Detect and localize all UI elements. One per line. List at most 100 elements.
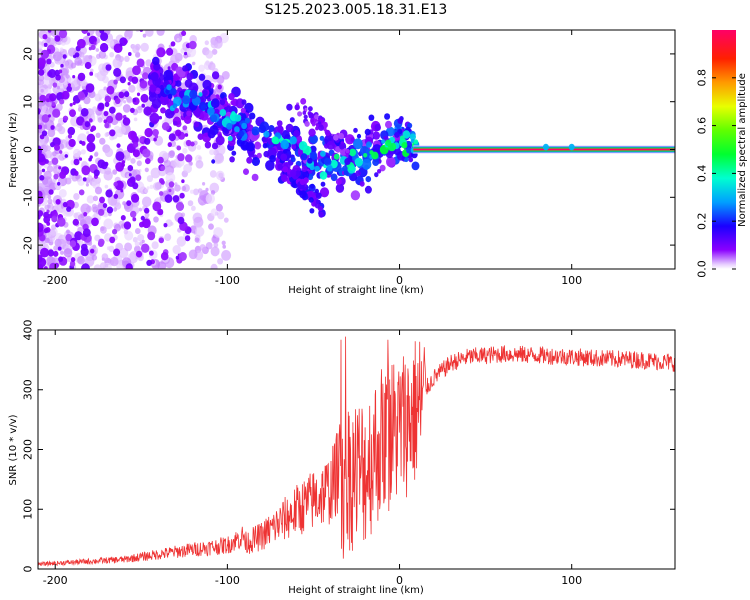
spectrogram-cell <box>290 169 297 177</box>
spectrogram-cell <box>135 174 142 181</box>
spectrogram-cell <box>399 135 405 141</box>
spectrogram-cell <box>78 104 82 108</box>
spectrogram-cell <box>339 143 345 150</box>
spectrogram-cell <box>38 210 44 217</box>
spectrogram-cell <box>364 128 371 136</box>
spectrogram-cell <box>209 170 217 178</box>
spectrogram-cell <box>109 52 115 58</box>
spectrogram-cell <box>128 173 132 177</box>
spectrogram-cell <box>183 163 193 174</box>
spectrogram-cell <box>144 188 149 194</box>
spectrogram-cell <box>77 255 85 265</box>
spectrogram-cell <box>304 107 308 112</box>
spectrogram-cell <box>51 215 58 223</box>
spectrogram-cell <box>61 67 70 76</box>
spectrogram-cell <box>123 39 128 44</box>
spectrogram-cell <box>98 238 105 246</box>
spectrogram-cell <box>100 32 109 41</box>
spectrogram-cell <box>79 140 83 144</box>
spectrogram-cell <box>177 153 185 162</box>
spectrogram-cell <box>38 75 45 82</box>
spectrogram-cell <box>51 224 57 230</box>
spectrogram-cell <box>152 129 159 137</box>
spectrogram-cell <box>125 154 131 161</box>
spectrogram-cell <box>244 117 250 124</box>
spectrogram-cell <box>364 185 372 194</box>
spectrogram-cell <box>48 189 54 195</box>
spectrogram-cell <box>88 241 93 246</box>
spectrogram-cell <box>188 249 198 260</box>
spectrogram-cell <box>377 169 382 174</box>
spectrogram-cell <box>385 120 392 129</box>
spectrogram-cell <box>154 134 159 139</box>
spectrogram-cell <box>217 258 224 265</box>
spectrogram-cell <box>49 93 57 102</box>
spectrogram-cell <box>81 30 89 34</box>
spectrogram-cell <box>82 177 87 182</box>
spectrogram-cell <box>123 221 132 230</box>
spectrogram-cell <box>116 143 121 148</box>
spectrogram-cell <box>91 254 98 261</box>
spectrogram-cell <box>125 95 132 103</box>
spectrogram-cell <box>157 261 167 269</box>
spectrogram-cell <box>174 184 181 192</box>
spectrogram-cell <box>112 169 118 175</box>
spectrogram-cell <box>338 132 345 140</box>
spectrogram-cell <box>69 103 73 107</box>
spectrogram-cell <box>49 262 58 269</box>
colorbar-tick-label: 0.6 <box>696 117 709 135</box>
spectrogram-cell <box>188 40 197 50</box>
spectrogram-cell <box>211 71 220 80</box>
spectrogram-cell <box>187 200 194 207</box>
spectrogram-cell <box>234 114 242 122</box>
spectrogram-cell <box>62 54 67 59</box>
spectrogram-cell <box>54 144 60 151</box>
spectrogram-cell <box>131 44 136 49</box>
spectrogram-cell <box>163 223 168 228</box>
spectrogram-cell <box>251 173 259 182</box>
spectrogram-cell <box>167 93 173 100</box>
spectrogram-cell <box>409 133 416 141</box>
spectrogram-cell <box>38 69 45 76</box>
spectrogram-cell <box>62 61 69 68</box>
snr-y-label: SNR (10 * v/v) <box>8 414 19 485</box>
spectrogram-cell <box>568 143 575 151</box>
spectrogram-cell <box>95 48 100 52</box>
x-tick-label: -100 <box>215 574 240 587</box>
spectrogram-cell <box>169 150 175 157</box>
spectrogram-cell <box>164 233 172 241</box>
spectrogram-cell <box>230 100 235 106</box>
spectrogram-cell <box>57 181 61 186</box>
spectrogram-cell <box>219 99 226 106</box>
spectrogram-cell <box>342 165 348 172</box>
spectrogram-frame <box>37 29 676 270</box>
spectrogram-cell <box>139 241 144 246</box>
colorbar-ticks: 0.0 0.2 0.4 0.6 0.8 <box>696 69 736 278</box>
spectrogram-cell <box>152 182 161 191</box>
spectrogram-cell <box>333 134 339 141</box>
spectrogram-cell <box>210 114 218 123</box>
spectrogram-cell <box>53 51 63 62</box>
spectrogram-cell <box>77 214 85 222</box>
spectrogram-cell <box>38 257 47 268</box>
spectrogram-cell <box>258 124 266 134</box>
spectrogram-cell <box>315 199 320 204</box>
spectrogram-cell <box>174 33 183 43</box>
spectrogram-cell <box>90 248 95 254</box>
spectrogram-cell <box>81 243 88 251</box>
spectrogram-cell <box>359 181 365 187</box>
spectrogram-cell <box>59 171 66 179</box>
spectrogram-cell <box>100 161 108 170</box>
colorbar-tick-label: 0.0 <box>696 260 709 278</box>
spectrogram-cell <box>53 173 59 180</box>
spectrogram-cell <box>136 92 141 97</box>
spectrogram-cell <box>115 162 124 172</box>
spectrogram-cell <box>353 127 358 133</box>
spectrogram-cell <box>374 123 381 132</box>
spectrogram-cell <box>52 82 58 88</box>
spectrogram-cell <box>136 58 145 68</box>
spectrogram-cell <box>140 215 145 221</box>
spectrogram-cell <box>142 72 149 80</box>
spectrogram-cell <box>133 117 138 122</box>
spectrogram-cell <box>88 118 93 123</box>
